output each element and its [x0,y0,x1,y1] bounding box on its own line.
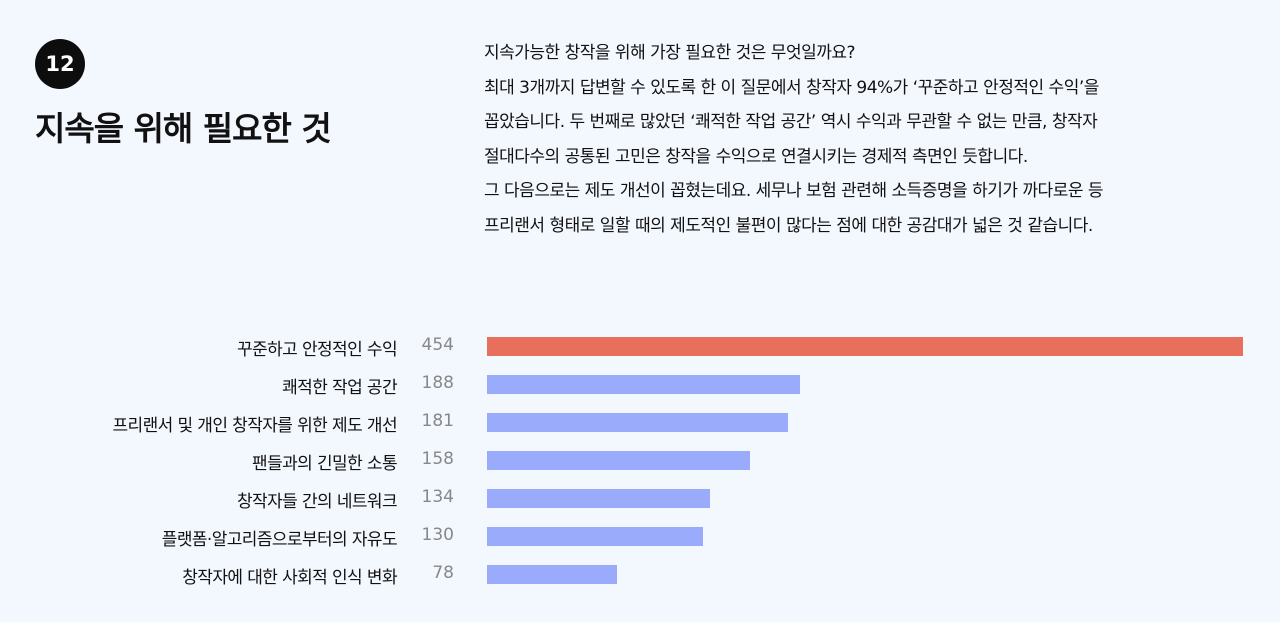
bar-row: 플랫폼·알고리즘으로부터의 자유도 130 [0,516,1280,554]
description: 지속가능한 창작을 위해 가장 필요한 것은 무엇일까요? 최대 3개까지 답변… [484,36,1244,243]
description-line: 프리랜서 형태로 일할 때의 제도적인 불편이 많다는 점에 대한 공감대가 넓… [484,215,1093,236]
section-title: 지속을 위해 필요한 것 [35,109,332,148]
bar-label: 팬들과의 긴밀한 소통 [252,454,398,474]
bar [487,527,703,546]
bar-value-label: 134 [421,487,454,507]
bar-value-label: 130 [421,525,454,545]
bar-label: 프리랜서 및 개인 창작자를 위한 제도 개선 [112,416,397,436]
bar-value-label: 78 [432,563,454,583]
description-line: 꼽았습니다. 두 번째로 많았던 ‘쾌적한 작업 공간’ 역시 수익과 무관할 … [484,112,1098,132]
bar [487,375,800,394]
bar [487,337,1243,356]
bar [487,451,750,470]
bar-value-label: 181 [421,411,454,431]
bar-value-label: 454 [421,335,454,355]
bar [487,489,710,508]
bar [487,413,788,432]
bar-label: 쾌적한 작업 공간 [282,378,397,398]
description-line: 최대 3개까지 답변할 수 있도록 한 이 질문에서 창작자 94%가 ‘꾸준하… [484,77,1099,98]
bar-label: 꾸준하고 안정적인 수익 [236,340,398,360]
bar-label: 창작자들 간의 네트워크 [236,492,398,512]
bar-row: 팬들과의 긴밀한 소통 158 [0,440,1280,478]
bar [487,565,617,584]
section-number: 12 [45,52,75,76]
bar-row: 창작자에 대한 사회적 인식 변화 78 [0,554,1280,592]
bar-label: 플랫폼·알고리즘으로부터의 자유도 [161,530,398,550]
bar-row: 쾌적한 작업 공간 188 [0,364,1280,402]
description-line: 지속가능한 창작을 위해 가장 필요한 것은 무엇일까요? [484,43,856,63]
bar-row: 꾸준하고 안정적인 수익 454 [0,326,1280,364]
description-line: 그 다음으로는 제도 개선이 꼽혔는데요. 세무나 보험 관련해 소득증명을 하… [484,181,1104,201]
bar-value-label: 188 [421,373,454,393]
bar-label: 창작자에 대한 사회적 인식 변화 [182,568,397,588]
section-number-badge: 12 [35,39,85,89]
bar-value-label: 158 [421,449,454,469]
bar-row: 프리랜서 및 개인 창작자를 위한 제도 개선 181 [0,402,1280,440]
bar-chart: 꾸준하고 안정적인 수익 454 쾌적한 작업 공간 188 프리랜서 및 개인 창작자… [0,326,1280,606]
description-line: 절대다수의 공통된 고민은 창작을 수익으로 연결시키는 경제적 측면인 듯합니… [484,146,1028,167]
bar-row: 창작자들 간의 네트워크 134 [0,478,1280,516]
